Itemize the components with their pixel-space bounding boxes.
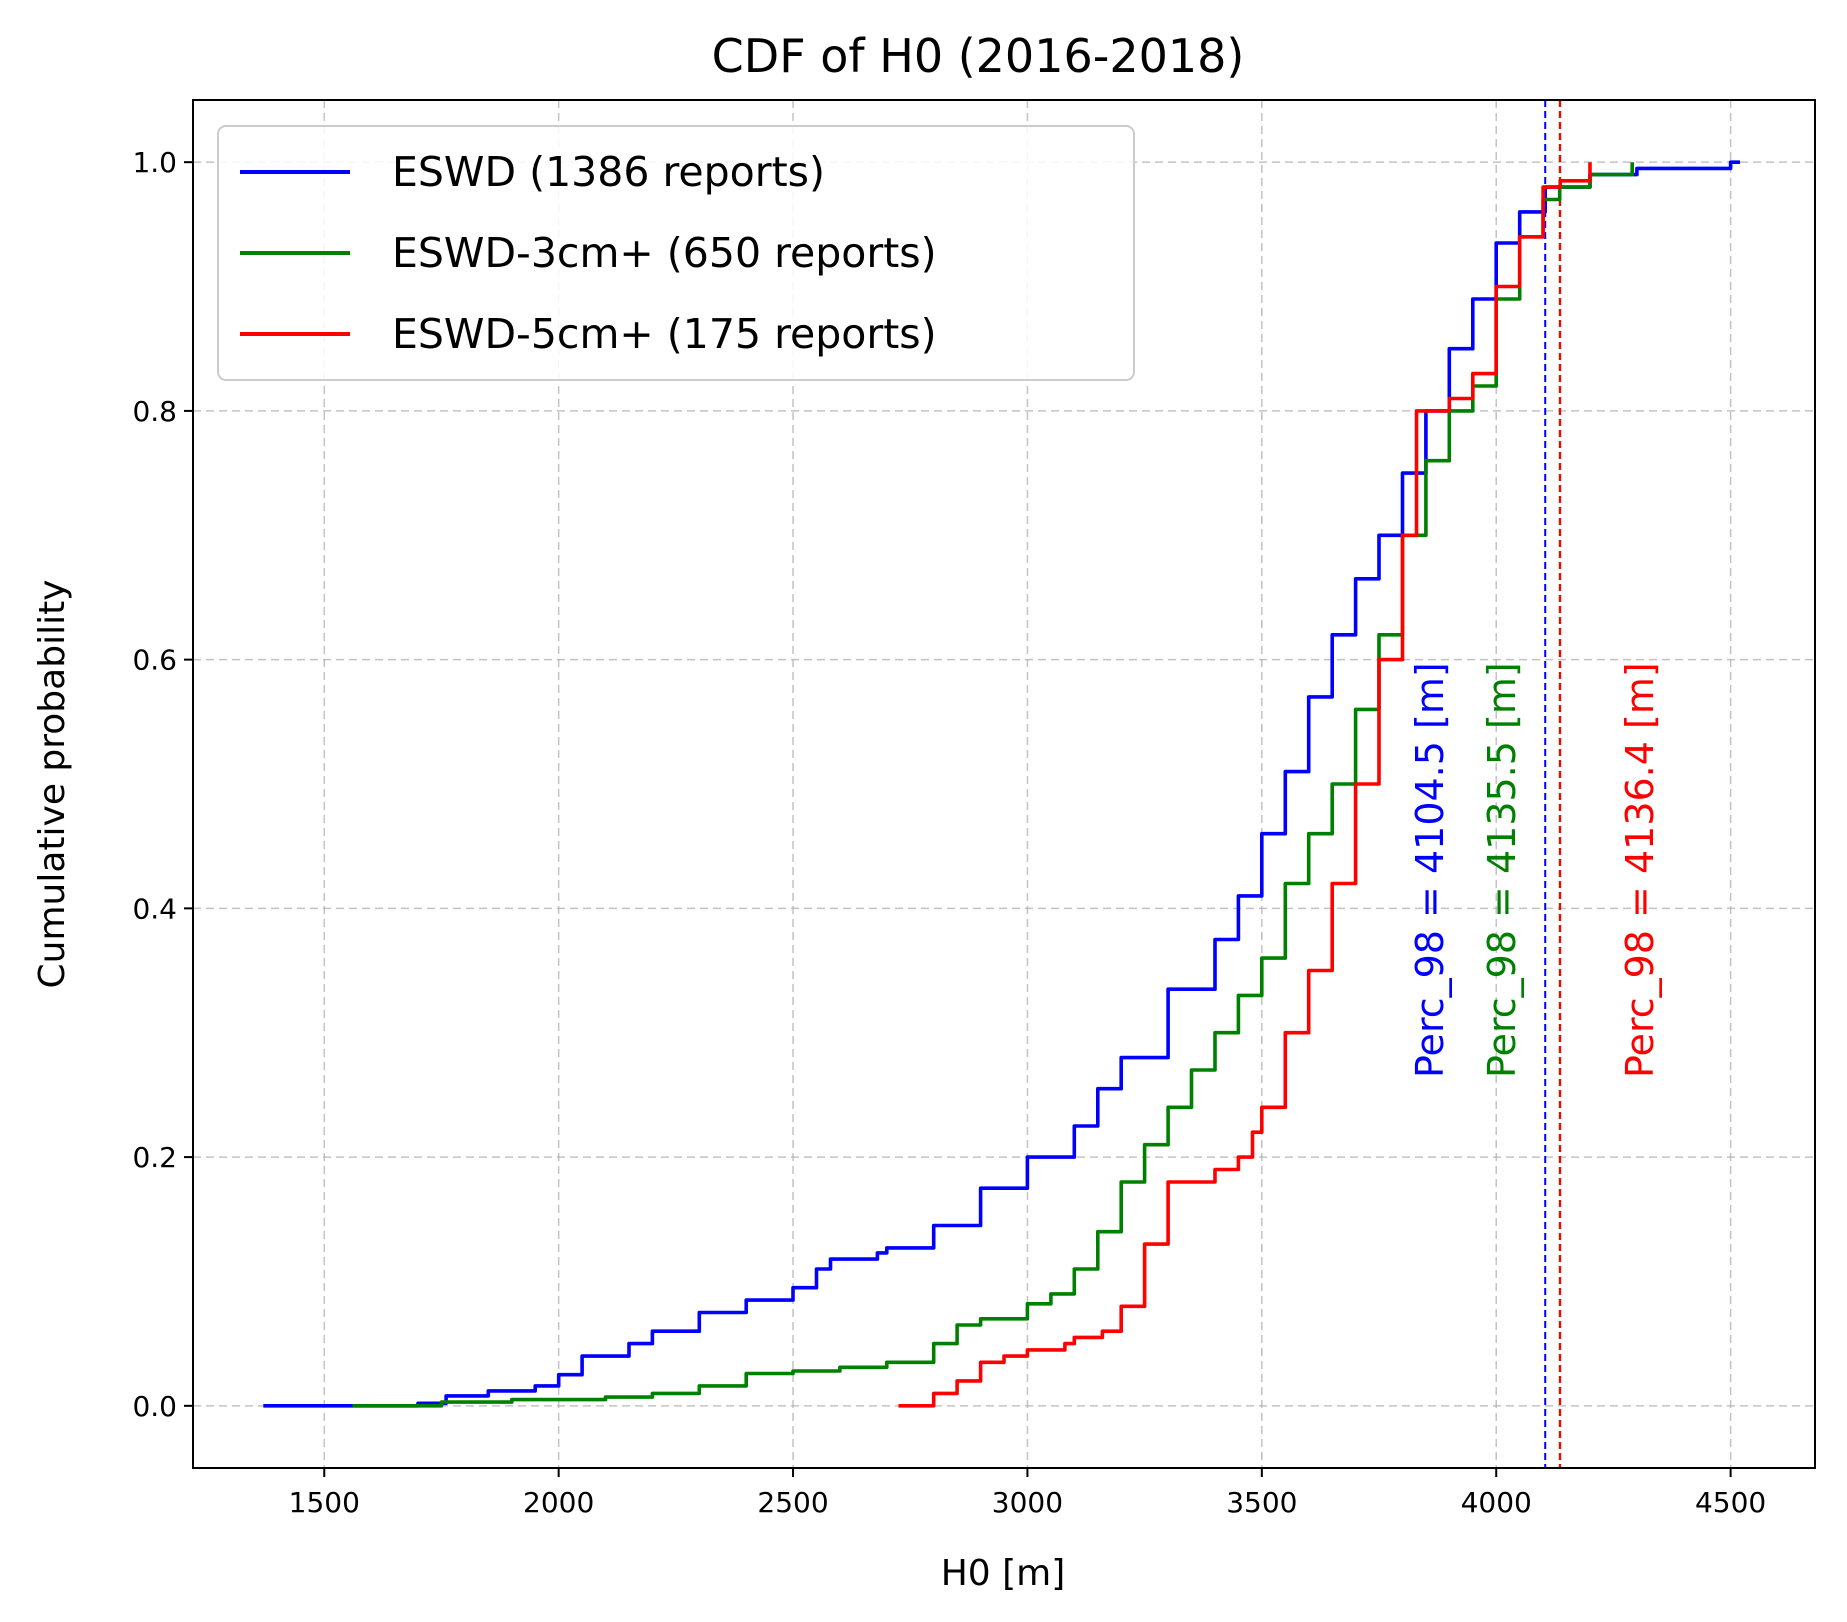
percentile-lines: [1544, 100, 1562, 1468]
legend-entry: ESWD-3cm+ (650 reports): [392, 229, 937, 277]
y-tick-label: 1.0: [132, 146, 177, 179]
x-tick-label: 3500: [1226, 1486, 1297, 1519]
legend-box: [217, 125, 1135, 381]
x-axis-label: H0 [m]: [941, 1553, 1066, 1594]
plot-frame: [192, 99, 1816, 1469]
percentile-annotation: Perc_98 = 4135.5 [m]: [1480, 662, 1524, 1078]
series-lines: [263, 160, 1740, 1408]
series-line-0: [263, 160, 1740, 1408]
legend-entry: ESWD (1386 reports): [392, 148, 825, 196]
x-tick-label: 1500: [289, 1486, 360, 1519]
percentile-annotation: Perc_98 = 4136.4 [m]: [1618, 662, 1662, 1078]
series-line-2: [898, 162, 1592, 1408]
x-tick-label: 3000: [992, 1486, 1063, 1519]
y-tick-label: 0.6: [132, 644, 177, 677]
chart-title: CDF of H0 (2016-2018): [712, 29, 1245, 83]
y-tick-label: 0.0: [132, 1390, 177, 1423]
legend: ESWD (1386 reports) ESWD-3cm+ (650 report…: [217, 125, 1135, 381]
y-axis-label: Cumulative probability: [32, 580, 73, 989]
y-tick-label: 0.4: [132, 892, 177, 925]
x-tick-label: 2000: [523, 1486, 594, 1519]
x-tick-label: 2500: [757, 1486, 828, 1519]
x-axis-ticks: 1500 2000 2500 3000 3500 4000 4500: [289, 1468, 1766, 1519]
x-tick-label: 4500: [1695, 1486, 1766, 1519]
x-tick-label: 4000: [1461, 1486, 1532, 1519]
y-tick-label: 0.2: [132, 1141, 177, 1174]
legend-entry: ESWD-5cm+ (175 reports): [392, 310, 937, 358]
percentile-annotation: Perc_98 = 4104.5 [m]: [1408, 662, 1452, 1078]
percentile-annotations: Perc_98 = 4104.5 [m] Perc_98 = 4135.5 [m]…: [1408, 662, 1662, 1078]
series-line-1: [352, 162, 1634, 1408]
y-tick-label: 0.8: [132, 395, 177, 428]
y-axis-ticks: 0.0 0.2 0.4 0.6 0.8 1.0: [132, 146, 193, 1423]
